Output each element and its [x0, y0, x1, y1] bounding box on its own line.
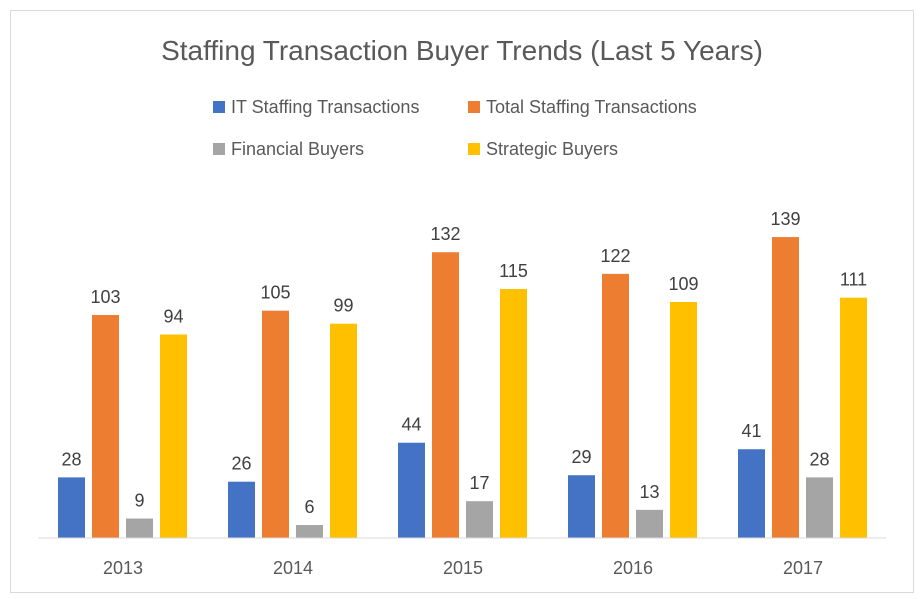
data-label-2015-series-2: 132: [430, 224, 460, 244]
legend-label-2: Total Staffing Transactions: [486, 97, 697, 117]
legend-swatch-4: [468, 143, 480, 155]
bar-2017-series-4: [840, 297, 867, 538]
data-label-2017-series-1: 41: [741, 421, 761, 441]
x-tick-label-2016: 2016: [613, 558, 653, 578]
data-label-2014-series-3: 6: [304, 497, 314, 517]
x-tick-label-2013: 2013: [103, 558, 143, 578]
data-label-2016-series-2: 122: [600, 246, 630, 266]
bar-2015-series-4: [500, 289, 527, 538]
data-label-2017-series-2: 139: [770, 209, 800, 229]
data-label-2014-series-2: 105: [260, 283, 290, 303]
bar-2014-series-4: [330, 323, 357, 538]
legend-swatch-1: [213, 101, 225, 113]
data-label-2016-series-4: 109: [668, 274, 698, 294]
legend: IT Staffing Transactions Total Staffing T…: [213, 97, 697, 159]
legend-label-4: Strategic Buyers: [486, 139, 618, 159]
data-label-2017-series-3: 28: [809, 449, 829, 469]
bar-2014-series-1: [228, 481, 255, 538]
data-label-2015-series-3: 17: [469, 473, 489, 493]
data-label-2016-series-3: 13: [639, 482, 659, 502]
legend-label-1: IT Staffing Transactions: [231, 97, 419, 117]
chart-title: Staffing Transaction Buyer Trends (Last …: [161, 35, 763, 66]
bar-2016-series-1: [568, 475, 595, 538]
x-tick-label-2015: 2015: [443, 558, 483, 578]
bar-2013-series-4: [160, 334, 187, 538]
data-label-2013-series-2: 103: [90, 287, 120, 307]
bar-2013-series-2: [92, 315, 119, 538]
data-label-2013-series-3: 9: [134, 491, 144, 511]
bar-2015-series-2: [432, 252, 459, 538]
bar-2017-series-2: [772, 237, 799, 538]
bars-group: 28 103 9 94 26 105 6 99 44 132 17 115 29 122 13 109 41 13…: [58, 209, 867, 538]
bar-2016-series-2: [602, 273, 629, 538]
data-label-2016-series-1: 29: [571, 447, 591, 467]
bar-2016-series-3: [636, 509, 663, 538]
bar-2014-series-2: [262, 310, 289, 538]
x-tick-labels: 2013 2014 2015 2016 2017: [103, 558, 823, 578]
legend-swatch-3: [213, 143, 225, 155]
x-tick-label-2017: 2017: [783, 558, 823, 578]
bar-2017-series-1: [738, 449, 765, 538]
bar-2015-series-1: [398, 442, 425, 538]
bar-2013-series-1: [58, 477, 85, 538]
bar-2016-series-4: [670, 302, 697, 538]
bar-2017-series-3: [806, 477, 833, 538]
data-label-2015-series-1: 44: [401, 415, 421, 435]
legend-label-3: Financial Buyers: [231, 139, 364, 159]
x-tick-label-2014: 2014: [273, 558, 313, 578]
data-label-2013-series-4: 94: [163, 306, 183, 326]
bar-2014-series-3: [296, 525, 323, 538]
data-label-2014-series-4: 99: [333, 296, 353, 316]
bar-2015-series-3: [466, 501, 493, 538]
data-label-2014-series-1: 26: [231, 454, 251, 474]
legend-swatch-2: [468, 101, 480, 113]
data-label-2015-series-4: 115: [499, 261, 528, 281]
data-label-2013-series-1: 28: [61, 449, 81, 469]
data-label-2017-series-4: 111: [840, 270, 867, 290]
bar-2013-series-3: [126, 518, 153, 538]
